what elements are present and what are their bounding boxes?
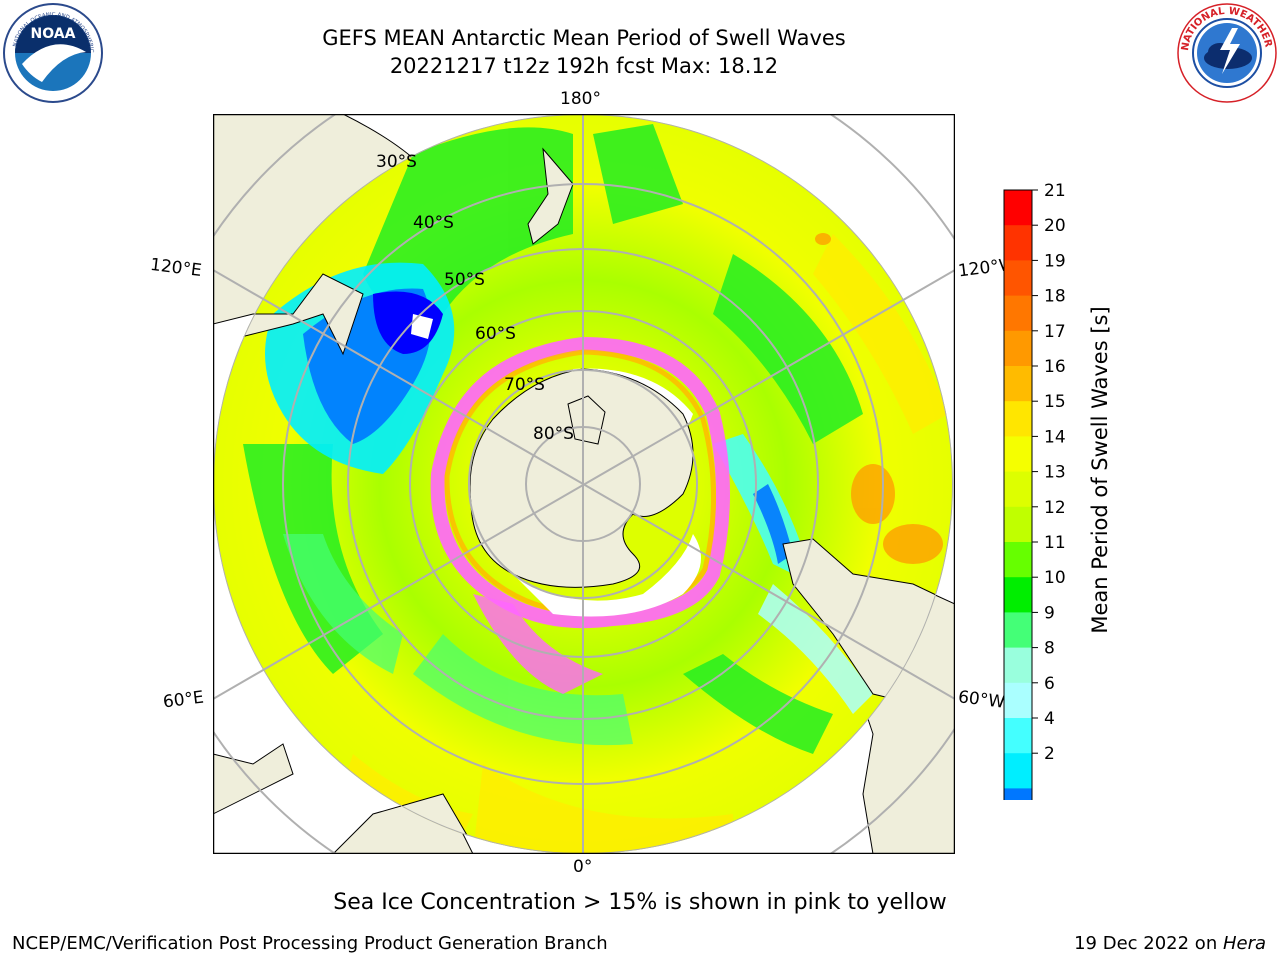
footer-branch: NCEP/EMC/Verification Post Processing Pr… [12,933,608,954]
footer-date-text: 19 Dec 2022 on [1074,933,1223,954]
colorbar-cell [1004,788,1032,825]
colorbar-tick-label: 17 [1044,322,1066,342]
colorbar-cell [1004,682,1032,719]
lon-label-180: 180° [560,89,601,109]
colorbar-cell [1004,401,1032,437]
colorbar-cell [1004,260,1032,297]
colorbar: 21 20 19 18 17 16 15 14 13 12 11 10 9 8 6 4 2 Mean Perio… [996,180,1116,853]
noaa-logo-text: NOAA [31,26,76,42]
colorbar-tick-label: 20 [1044,216,1066,236]
lat-label-60s: 60°S [475,324,516,344]
lon-label-0: 0° [573,857,593,877]
map-title: GEFS MEAN Antarctic Mean Period of Swell… [322,26,846,50]
colorbar-svg: 21 20 19 18 17 16 15 14 13 12 11 10 9 8 6 4 2 Mean Perio… [1003,181,1112,853]
polar-stereographic-map [212,113,956,855]
colorbar-cell [1004,471,1032,508]
longitude-gridlines [213,114,955,854]
colorbar-cell [1004,190,1032,226]
colorbar-cell [1004,225,1032,261]
lon-label-60e: 60°E [161,687,205,713]
colorbar-cell [1004,753,1032,789]
colorbar-tick-label: 4 [1044,709,1055,729]
colorbar-cell [1004,647,1032,684]
map-subtitle: 20221217 t12z 192h fcst Max: 18.12 [389,54,779,78]
lat-label-80s: 80°S [533,424,574,444]
colorbar-tick-label: 21 [1044,181,1066,201]
lat-label-30s: 30°S [376,152,417,172]
colorbar-tick-label: 13 [1044,463,1066,483]
colorbar-cell [1004,542,1032,578]
colorbar-tick-label: 2 [1044,744,1055,764]
colorbar-cell [1004,330,1032,367]
colorbar-cell [1004,506,1032,543]
colorbar-cell [1004,612,1032,649]
colorbar-label: Mean Period of Swell Waves [s] [1088,306,1112,633]
colorbar-tick-label: 11 [1044,533,1066,553]
colorbar-cell [1004,366,1032,402]
colorbar-cell [1004,577,1032,613]
noaa-logo-icon: NOAA NATIONAL OCEANIC AND ATMOSPHERIC AD… [0,0,104,104]
lat-label-70s: 70°S [504,375,545,395]
colorbar-tick-label: 14 [1044,427,1066,447]
colorbar-cell [1004,295,1032,332]
map-frame [212,113,956,855]
nws-logo-icon: NATIONAL WEATHER SERVICE [1172,0,1278,104]
lat-label-50s: 50°S [444,270,485,290]
colorbar-cell [1004,436,1032,473]
colorbar-tick-label: 19 [1044,251,1066,271]
antarctica [469,368,694,588]
footer-date: 19 Dec 2022 on Hera [1074,933,1266,954]
colorbar-tick-label: 10 [1044,568,1066,588]
colorbar-tick-label: 12 [1044,498,1066,518]
colorbar-cell [1004,718,1032,754]
colorbar-tick-label: 15 [1044,392,1066,412]
lon-label-120e: 120°E [148,254,203,282]
lat-label-40s: 40°S [413,213,454,233]
colorbar-tick-label: 18 [1044,287,1066,307]
colorbar-tick-label: 6 [1044,674,1055,694]
colorbar-tick-label: 16 [1044,357,1066,377]
sea-ice-edge [430,336,730,629]
footer-machine: Hera [1222,933,1266,954]
colorbar-tick-label: 9 [1044,603,1055,623]
sea-ice-caption: Sea Ice Concentration > 15% is shown in … [333,890,947,915]
colorbar-tick-label: 8 [1044,639,1055,659]
